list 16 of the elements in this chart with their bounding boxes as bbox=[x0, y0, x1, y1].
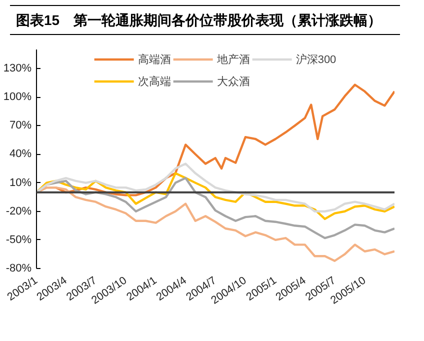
y-tick-label: 40% bbox=[9, 148, 32, 160]
y-tick-label: 70% bbox=[9, 120, 32, 132]
legend-label: 高端酒 bbox=[138, 52, 171, 66]
legend-label: 沪深300 bbox=[296, 52, 336, 66]
y-tick-label: -80% bbox=[6, 262, 32, 274]
legend-label: 大众酒 bbox=[216, 74, 250, 88]
legend-label: 次高端 bbox=[138, 74, 171, 88]
y-tick-label: -50% bbox=[6, 234, 32, 246]
line-series bbox=[36, 172, 394, 220]
legend-label: 地产酒 bbox=[216, 52, 250, 66]
chart-title: 图表15 第一轮通胀期间各价位带股价表现（累计涨跌幅） bbox=[16, 11, 382, 30]
y-tick-label: -20% bbox=[6, 205, 32, 218]
y-tick-label: 100% bbox=[3, 91, 32, 104]
y-tick-label: 130% bbox=[3, 62, 32, 75]
line-series bbox=[36, 162, 394, 212]
y-tick-label: 10% bbox=[9, 176, 32, 189]
